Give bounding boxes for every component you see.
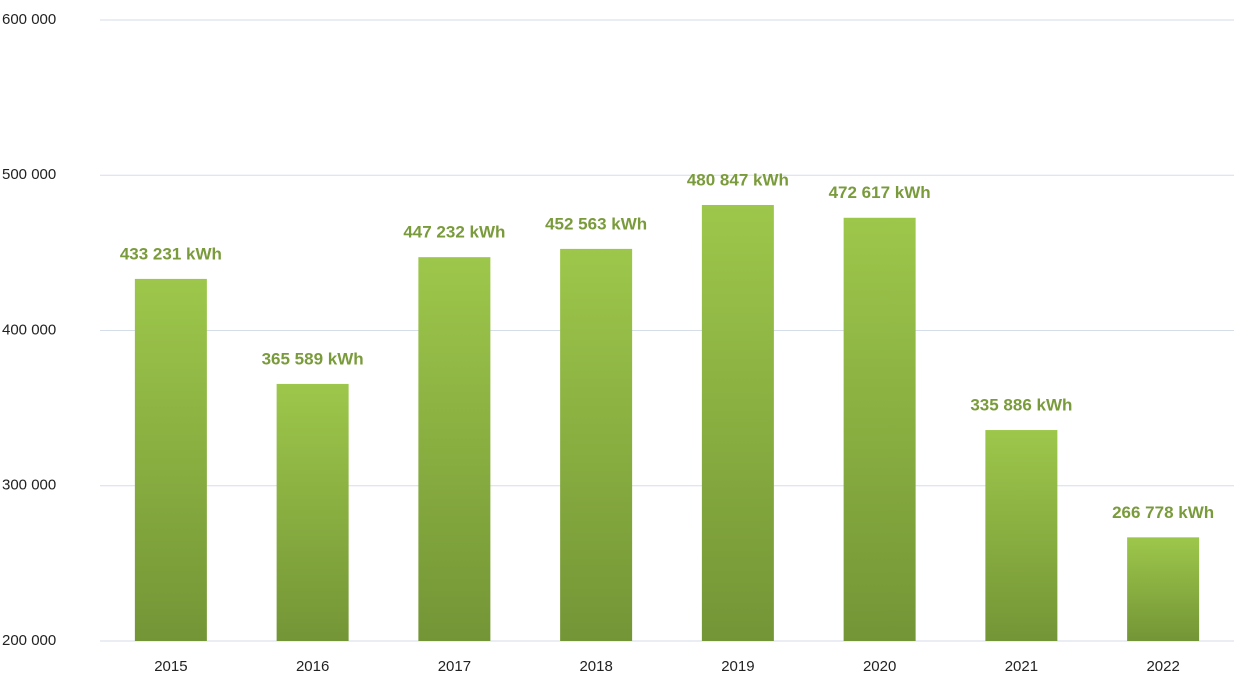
y-tick-label: 300 000	[2, 477, 56, 494]
x-tick-label: 2018	[579, 658, 612, 675]
value-label: 452 563 kWh	[545, 214, 647, 233]
bar	[560, 248, 633, 641]
value-label: 480 847 kWh	[687, 170, 789, 189]
bar	[1127, 537, 1200, 641]
value-label: 433 231 kWh	[120, 244, 222, 263]
x-tick-label: 2020	[863, 658, 896, 675]
y-tick-label: 500 000	[2, 166, 56, 183]
value-label: 447 232 kWh	[403, 223, 505, 242]
bar	[843, 217, 916, 642]
bar	[701, 204, 774, 641]
y-tick-label: 200 000	[2, 632, 56, 649]
y-tick-label: 400 000	[2, 321, 56, 338]
bar	[985, 430, 1058, 641]
x-tick-label: 2017	[438, 658, 471, 675]
bar	[418, 257, 491, 641]
x-tick-label: 2021	[1005, 658, 1038, 675]
value-label: 472 617 kWh	[829, 183, 931, 202]
x-tick-label: 2022	[1146, 658, 1179, 675]
x-tick-label: 2016	[296, 658, 329, 675]
value-label: 365 589 kWh	[262, 349, 364, 368]
value-label: 335 886 kWh	[970, 396, 1072, 415]
x-tick-label: 2019	[721, 658, 754, 675]
y-tick-label: 600 000	[2, 11, 56, 28]
value-label: 266 778 kWh	[1112, 503, 1214, 522]
bar	[134, 278, 207, 641]
x-tick-label: 2015	[154, 658, 187, 675]
bar	[276, 383, 349, 641]
